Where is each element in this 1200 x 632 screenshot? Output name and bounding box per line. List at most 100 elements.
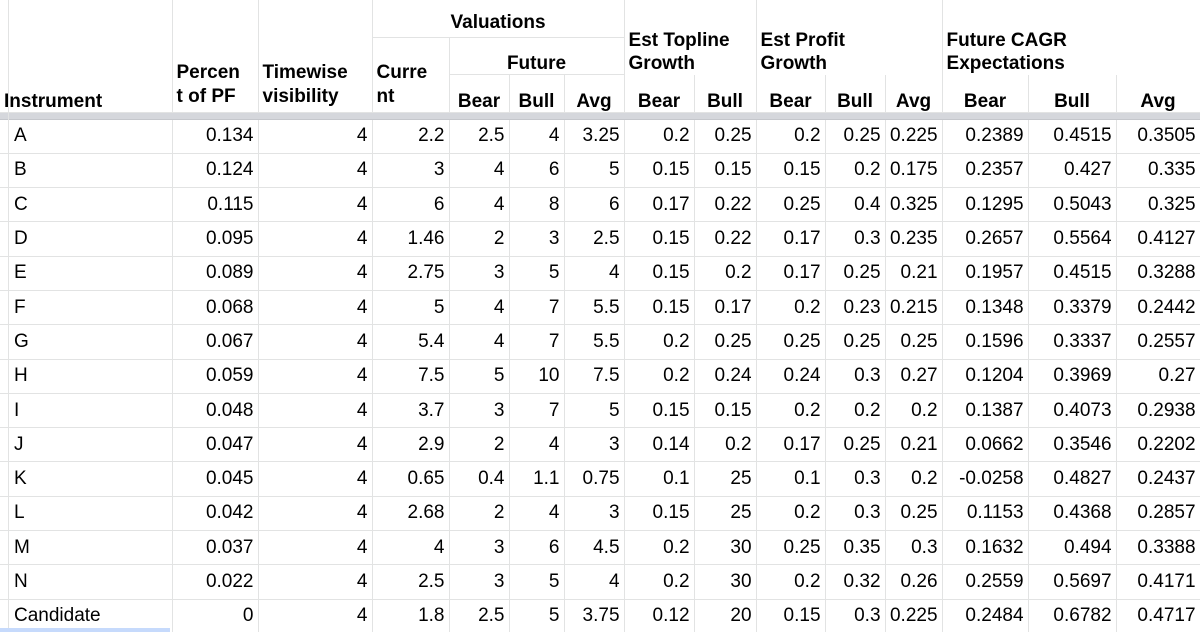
value-cell[interactable]: 0.15 — [694, 153, 757, 189]
value-cell[interactable]: 0.15 — [624, 290, 695, 326]
header-valuations[interactable]: Valuations — [372, 0, 625, 38]
value-cell[interactable]: 2.2 — [372, 119, 450, 154]
instrument-cell[interactable]: E — [0, 256, 173, 291]
value-cell[interactable]: 0.124 — [172, 153, 259, 189]
instrument-cell[interactable]: C — [0, 187, 173, 223]
value-cell[interactable]: 6 — [509, 153, 565, 189]
value-cell[interactable]: 2.5 — [564, 221, 625, 257]
value-cell[interactable]: 5 — [509, 564, 565, 600]
value-cell[interactable]: 2.68 — [372, 496, 450, 532]
value-cell[interactable]: 0.2 — [694, 427, 757, 463]
value-cell[interactable]: 3.75 — [564, 599, 625, 632]
value-cell[interactable]: 0.4717 — [1116, 599, 1200, 632]
header-topline-cell[interactable] — [624, 0, 757, 37]
header-topline-bull[interactable]: Bull — [694, 74, 757, 113]
value-cell[interactable]: 0.1596 — [942, 324, 1029, 360]
value-cell[interactable]: 0.2559 — [942, 564, 1029, 600]
value-cell[interactable]: 0.095 — [172, 221, 259, 257]
value-cell[interactable]: 0.1295 — [942, 187, 1029, 223]
header-profit-cell[interactable] — [756, 0, 943, 37]
value-cell[interactable]: 1.8 — [372, 599, 450, 632]
value-cell[interactable]: 4 — [509, 496, 565, 532]
value-cell[interactable]: 5.4 — [372, 324, 450, 360]
value-cell[interactable]: 0.3 — [825, 221, 886, 257]
header-val-avg[interactable]: Avg — [564, 74, 625, 113]
value-cell[interactable]: 5 — [564, 393, 625, 429]
instrument-cell[interactable]: H — [0, 359, 173, 394]
value-cell[interactable]: 0.2 — [825, 393, 886, 429]
value-cell[interactable]: 0.3337 — [1028, 324, 1117, 360]
value-cell[interactable]: 4 — [449, 324, 510, 360]
value-cell[interactable]: 6 — [564, 187, 625, 223]
value-cell[interactable]: 0.2 — [624, 359, 695, 394]
value-cell[interactable]: 25 — [694, 461, 757, 497]
value-cell[interactable]: 20 — [694, 599, 757, 632]
value-cell[interactable]: 2.75 — [372, 256, 450, 291]
value-cell[interactable]: 3.7 — [372, 393, 450, 429]
value-cell[interactable]: 0.335 — [1116, 153, 1200, 189]
value-cell[interactable]: 6 — [372, 187, 450, 223]
value-cell[interactable]: 5.5 — [564, 324, 625, 360]
value-cell[interactable]: 5.5 — [564, 290, 625, 326]
value-cell[interactable]: 0.2202 — [1116, 427, 1200, 463]
value-cell[interactable]: 0.25 — [885, 496, 943, 532]
value-cell[interactable]: 0.24 — [756, 359, 826, 394]
value-cell[interactable]: 0.25 — [756, 324, 826, 360]
header-instrument[interactable]: Instrument — [0, 74, 173, 113]
value-cell[interactable]: 7 — [509, 324, 565, 360]
value-cell[interactable]: 0.1348 — [942, 290, 1029, 326]
value-cell[interactable]: 0.3288 — [1116, 256, 1200, 291]
value-cell[interactable]: 0.037 — [172, 530, 259, 566]
value-cell[interactable]: 3.25 — [564, 119, 625, 154]
value-cell[interactable]: 0.2 — [624, 564, 695, 600]
header-cell[interactable] — [258, 0, 373, 37]
value-cell[interactable]: 0.1 — [756, 461, 826, 497]
value-cell[interactable]: 0.27 — [1116, 359, 1200, 394]
value-cell[interactable]: 0.15 — [624, 393, 695, 429]
value-cell[interactable]: 0.325 — [1116, 187, 1200, 223]
value-cell[interactable]: 0.25 — [825, 119, 886, 154]
value-cell[interactable]: 0.4515 — [1028, 119, 1117, 154]
value-cell[interactable]: 4 — [258, 187, 373, 223]
value-cell[interactable]: 1.46 — [372, 221, 450, 257]
value-cell[interactable]: 0.17 — [756, 427, 826, 463]
value-cell[interactable]: 0.115 — [172, 187, 259, 223]
value-cell[interactable]: 2.5 — [449, 599, 510, 632]
value-cell[interactable]: 5 — [564, 153, 625, 189]
value-cell[interactable]: 0.047 — [172, 427, 259, 463]
value-cell[interactable]: 0.5564 — [1028, 221, 1117, 257]
value-cell[interactable]: 0.2557 — [1116, 324, 1200, 360]
value-cell[interactable]: 4 — [258, 290, 373, 326]
value-cell[interactable]: 0.215 — [885, 290, 943, 326]
value-cell[interactable]: 6 — [509, 530, 565, 566]
value-cell[interactable]: 0.15 — [624, 221, 695, 257]
value-cell[interactable]: 4 — [509, 427, 565, 463]
value-cell[interactable]: 4 — [258, 599, 373, 632]
value-cell[interactable]: 0.045 — [172, 461, 259, 497]
value-cell[interactable]: 0.3505 — [1116, 119, 1200, 154]
header-cell[interactable] — [0, 0, 173, 37]
value-cell[interactable]: 2 — [449, 427, 510, 463]
value-cell[interactable]: 3 — [372, 153, 450, 189]
value-cell[interactable]: 3 — [449, 393, 510, 429]
instrument-cell[interactable]: I — [0, 393, 173, 429]
value-cell[interactable]: 30 — [694, 564, 757, 600]
value-cell[interactable]: 0.17 — [624, 187, 695, 223]
value-cell[interactable]: 0.2 — [756, 564, 826, 600]
header-cagr-bear[interactable]: Bear — [942, 74, 1029, 113]
value-cell[interactable]: 0.3546 — [1028, 427, 1117, 463]
value-cell[interactable]: 0.134 — [172, 119, 259, 154]
value-cell[interactable]: 0.235 — [885, 221, 943, 257]
value-cell[interactable]: 0.2484 — [942, 599, 1029, 632]
value-cell[interactable]: 0.32 — [825, 564, 886, 600]
value-cell[interactable]: 2.5 — [449, 119, 510, 154]
header-cell[interactable] — [172, 37, 259, 74]
value-cell[interactable]: 0.4515 — [1028, 256, 1117, 291]
value-cell[interactable]: 0.3969 — [1028, 359, 1117, 394]
value-cell[interactable]: 0.2 — [756, 496, 826, 532]
value-cell[interactable]: 3 — [449, 564, 510, 600]
value-cell[interactable]: 0.1632 — [942, 530, 1029, 566]
value-cell[interactable]: 0.225 — [885, 119, 943, 154]
value-cell[interactable]: 0.2 — [624, 119, 695, 154]
